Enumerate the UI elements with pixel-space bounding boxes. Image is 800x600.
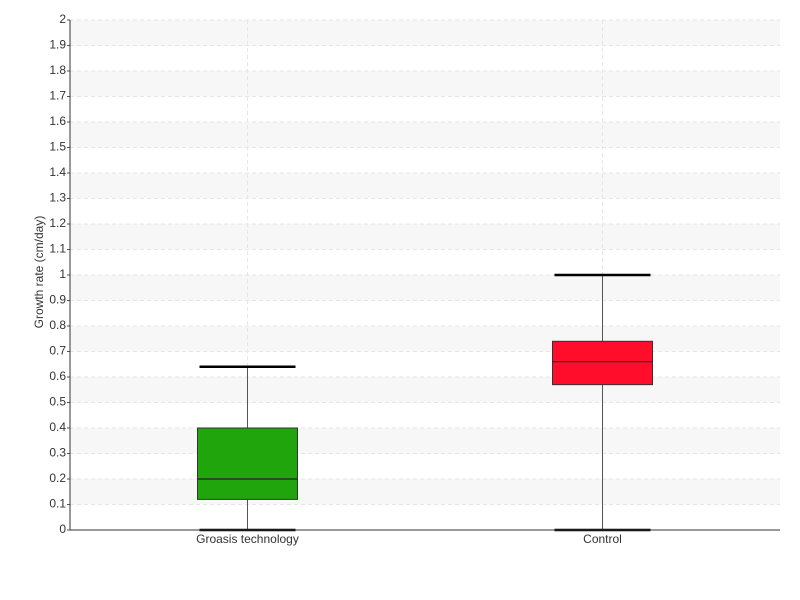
y-axis-label: Growth rate (cm/day) (32, 216, 46, 329)
y-tick-label: 0 (59, 522, 66, 536)
y-tick-label: 1.3 (49, 191, 66, 205)
y-tick-label: 0.7 (49, 344, 66, 358)
grid-band (70, 479, 780, 505)
grid-band (70, 71, 780, 97)
y-tick-label: 1.9 (49, 38, 66, 52)
y-tick-label: 2 (59, 12, 66, 26)
box (552, 340, 653, 386)
grid-band (70, 20, 780, 46)
y-tick-label: 1.6 (49, 114, 66, 128)
grid-band (70, 428, 780, 454)
grid-band (70, 326, 780, 352)
grid-band (70, 173, 780, 199)
y-tick-label: 1.5 (49, 140, 66, 154)
grid-band (70, 275, 780, 301)
y-tick-label: 1.8 (49, 63, 66, 77)
y-tick-label: 0.1 (49, 497, 66, 511)
y-tick-label: 0.8 (49, 318, 66, 332)
y-tick-label: 0.4 (49, 420, 66, 434)
grid-band (70, 224, 780, 250)
y-tick-label: 0.9 (49, 293, 66, 307)
y-tick-label: 0.6 (49, 369, 66, 383)
y-tick-label: 0.3 (49, 446, 66, 460)
y-tick-label: 1.7 (49, 89, 66, 103)
box (197, 427, 298, 500)
y-tick-label: 1.2 (49, 216, 66, 230)
y-tick-label: 0.2 (49, 471, 66, 485)
x-tick-label: Groasis technology (196, 532, 299, 546)
y-tick-label: 0.5 (49, 395, 66, 409)
y-tick-label: 1 (59, 267, 66, 281)
grid-band (70, 377, 780, 403)
y-tick-label: 1.4 (49, 165, 66, 179)
grid-band (70, 122, 780, 148)
x-tick-label: Control (583, 532, 622, 546)
y-tick-label: 1.1 (49, 242, 66, 256)
